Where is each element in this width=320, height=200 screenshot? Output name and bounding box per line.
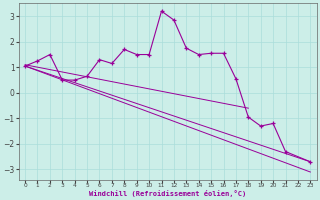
X-axis label: Windchill (Refroidissement éolien,°C): Windchill (Refroidissement éolien,°C): [89, 190, 246, 197]
